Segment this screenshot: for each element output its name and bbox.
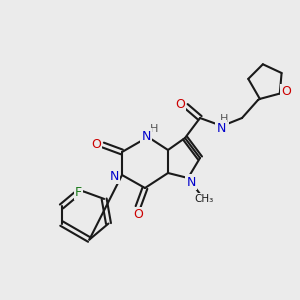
Text: H: H (220, 114, 228, 124)
Text: O: O (91, 139, 101, 152)
Text: N: N (109, 169, 119, 182)
Text: N: N (141, 130, 151, 142)
Text: N: N (216, 122, 226, 134)
Text: O: O (175, 98, 185, 110)
Text: N: N (186, 176, 196, 188)
Text: O: O (281, 85, 291, 98)
Text: F: F (75, 186, 82, 199)
Text: CH₃: CH₃ (194, 194, 214, 204)
Text: O: O (133, 208, 143, 221)
Text: H: H (150, 124, 158, 134)
